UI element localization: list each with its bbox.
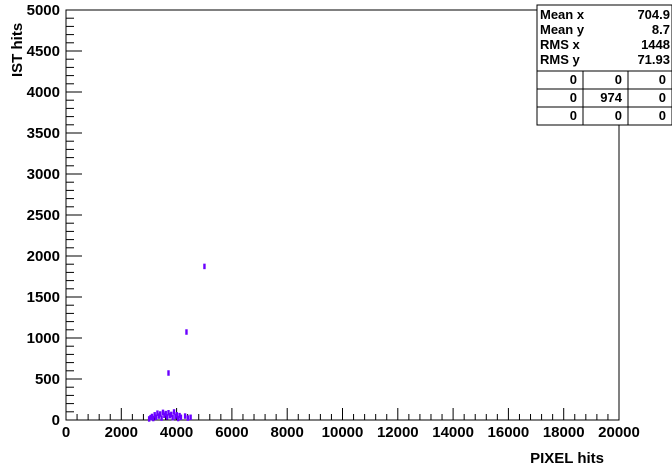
stats-grid-cell: 0 <box>659 72 666 87</box>
x-tick-label: 20000 <box>598 424 640 441</box>
x-tick-labels: 0 2000 4000 6000 8000 10000 12000 14000 16000 180… <box>62 424 640 441</box>
y-tick-label: 4500 <box>27 43 60 60</box>
data-point <box>152 415 155 422</box>
stats-grid-cell: 0 <box>615 108 622 123</box>
y-tick-label: 1000 <box>27 330 60 347</box>
y-tick-label: 2000 <box>27 248 60 265</box>
y-tick-label: 3000 <box>27 166 60 183</box>
stats-grid-cell: 0 <box>570 108 577 123</box>
data-point <box>147 416 151 422</box>
data-point <box>154 414 158 421</box>
stats-grid-cell: 0 <box>615 72 622 87</box>
x-tick-label: 10000 <box>322 424 364 441</box>
stats-value: 8.7 <box>652 22 670 37</box>
x-tick-label: 0 <box>62 424 70 441</box>
stats-label: RMS y <box>540 52 581 67</box>
plot-frame <box>65 9 620 421</box>
stats-grid-row <box>536 106 672 126</box>
data-point <box>160 415 163 421</box>
data-point <box>156 410 159 416</box>
data-point <box>172 409 176 415</box>
stats-grid-cell: 974 <box>600 90 622 105</box>
data-point <box>165 414 169 420</box>
plot-area-border <box>65 9 620 421</box>
stats-grid-cell: 0 <box>570 90 577 105</box>
axis-ticks <box>65 9 620 421</box>
x-tick-label: 16000 <box>488 424 530 441</box>
x-tick-label: 12000 <box>377 424 419 441</box>
data-point <box>203 263 206 270</box>
x-tick-label: 18000 <box>543 424 585 441</box>
stats-label: Mean y <box>540 22 585 37</box>
y-tick-label: 500 <box>35 371 60 388</box>
stats-box: Mean x 704.9 Mean y 8.7 RMS x 1448 RMS y 71.93 0… <box>536 4 672 126</box>
data-point <box>167 410 170 416</box>
x-tick-label: 8000 <box>271 424 304 441</box>
stats-value: 71.93 <box>637 52 670 67</box>
data-points <box>147 263 206 422</box>
stats-grid-cell: 0 <box>570 72 577 87</box>
stats-grid-cell: 0 <box>659 108 666 123</box>
data-point <box>163 412 166 418</box>
data-point <box>161 409 165 416</box>
stats-value: 1448 <box>641 37 670 52</box>
data-point <box>164 410 167 417</box>
x-axis-label: PIXEL hits <box>530 450 604 467</box>
data-point <box>185 329 188 335</box>
data-point <box>171 414 174 421</box>
y-tick-labels: 0 500 1000 1500 2000 2500 3000 3500 4000 4500 5000 <box>27 2 60 429</box>
y-tick-label: 2500 <box>27 207 60 224</box>
data-point <box>157 413 161 419</box>
data-point <box>179 414 183 421</box>
y-tick-label: 4000 <box>27 84 60 101</box>
data-point <box>153 412 156 418</box>
data-point <box>170 411 173 418</box>
data-point <box>189 414 192 421</box>
data-point <box>175 412 178 418</box>
x-tick-label: 14000 <box>432 424 474 441</box>
data-point <box>150 413 154 420</box>
data-point <box>149 414 152 421</box>
x-tick-label: 2000 <box>105 424 138 441</box>
y-axis-label: IST hits <box>9 23 26 77</box>
y-tick-label: 1500 <box>27 289 60 306</box>
data-point <box>167 370 170 376</box>
y-tick-label: 0 <box>52 412 60 429</box>
data-point <box>178 412 181 419</box>
stats-grid-row <box>536 70 672 90</box>
y-tick-label: 3500 <box>27 125 60 142</box>
stats-label: RMS x <box>540 37 581 52</box>
data-point <box>176 415 180 422</box>
x-tick-label: 4000 <box>160 424 193 441</box>
data-point <box>168 412 172 419</box>
stats-box-border <box>536 4 672 72</box>
stats-label: Mean x <box>540 7 585 22</box>
data-point <box>186 415 190 421</box>
stats-value: 704.9 <box>637 7 670 22</box>
data-point <box>159 411 162 417</box>
x-tick-label: 6000 <box>215 424 248 441</box>
data-point <box>174 413 177 420</box>
y-tick-label: 5000 <box>27 2 60 19</box>
data-point <box>183 413 187 419</box>
stats-grid-cell: 0 <box>659 90 666 105</box>
